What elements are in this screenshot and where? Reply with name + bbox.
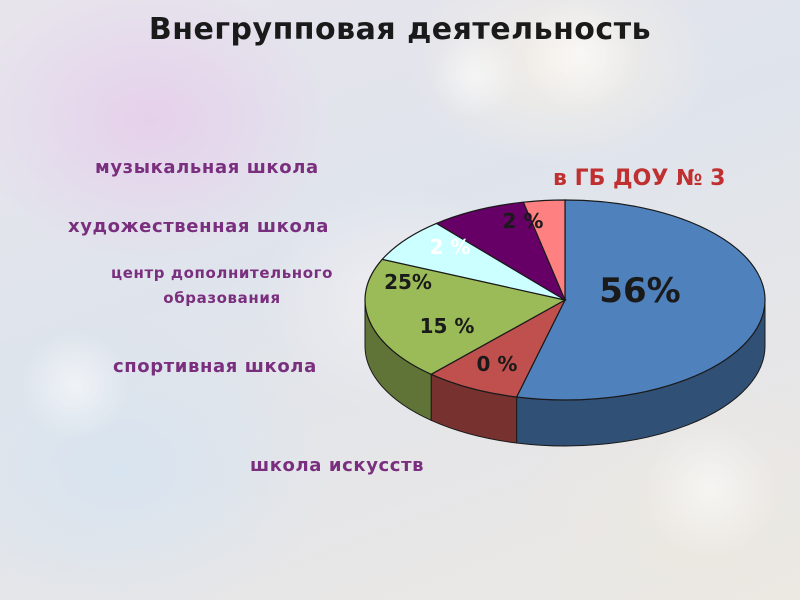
pie-value-label: 0 % bbox=[477, 352, 518, 376]
legend-label-sport-school: спортивная школа bbox=[113, 356, 317, 377]
bokeh-light bbox=[520, 0, 640, 110]
bokeh-light bbox=[430, 30, 520, 120]
pie-slice bbox=[435, 201, 567, 302]
pie-value-label: 56% bbox=[599, 271, 680, 311]
pie-slice bbox=[515, 199, 766, 401]
pie-value-label: 25% bbox=[384, 270, 432, 294]
legend-label-arts-school: школа искусств bbox=[250, 455, 425, 476]
bokeh-light bbox=[20, 330, 130, 440]
pie-tops bbox=[364, 199, 766, 401]
pie-value-label: 2 % bbox=[503, 209, 544, 233]
legend-label-music-school: музыкальная школа bbox=[95, 157, 319, 178]
pie-value-label: 15 % bbox=[420, 314, 475, 338]
bokeh-light bbox=[640, 420, 780, 560]
legend-label-art-school: художественная школа bbox=[68, 216, 329, 237]
chart-subtitle: в ГБ ДОУ № 3 bbox=[553, 166, 726, 191]
pie-slice bbox=[522, 199, 566, 301]
pie-slice bbox=[429, 298, 567, 398]
page-title: Внегрупповая деятельность bbox=[148, 12, 652, 47]
legend-label-center-line2: образования bbox=[163, 289, 281, 307]
pie-value-labels: 56% 0 %15 % 25% 2 % 2 % bbox=[384, 209, 681, 376]
legend-label-center-line1: центр дополнительного bbox=[110, 264, 333, 282]
pie-value-label: 2 % bbox=[430, 235, 471, 259]
pie-slice bbox=[364, 258, 567, 375]
